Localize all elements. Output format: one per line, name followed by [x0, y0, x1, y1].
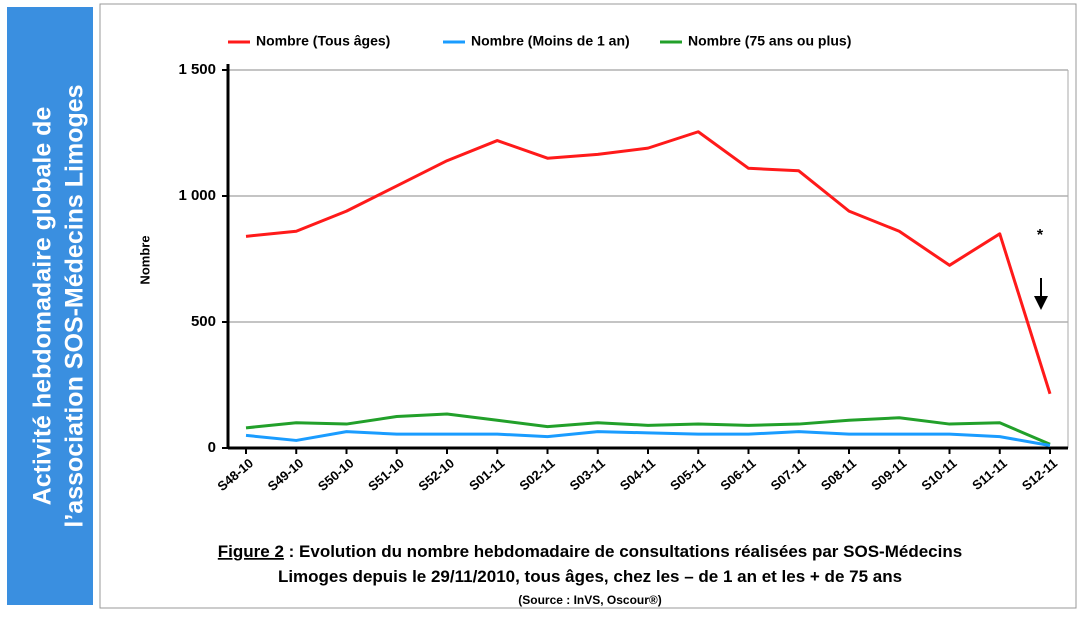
y-tick-label: 0	[208, 439, 216, 456]
x-tick-label: S52-10	[415, 455, 457, 493]
y-axis-label: Nombre	[137, 235, 152, 284]
x-tick-label: S06-11	[717, 455, 758, 493]
x-tick-label: S10-11	[918, 455, 959, 493]
caption-label: Figure 2	[218, 542, 284, 561]
legend-label: Nombre (Moins de 1 an)	[471, 33, 630, 49]
series-line	[245, 430, 1051, 447]
x-tick-label: S05-11	[667, 455, 708, 493]
y-tick-label: 1 500	[178, 61, 216, 78]
caption: Figure 2 : Evolution du nombre hebdomada…	[218, 542, 962, 561]
x-tick-label: S08-11	[818, 455, 859, 493]
x-tick-label: S07-11	[768, 455, 809, 493]
frame	[99, 3, 1077, 609]
arrow	[1034, 278, 1048, 310]
series-line	[245, 412, 1051, 446]
caption-line: : Evolution du nombre hebdomadaire de co…	[284, 542, 962, 561]
series-line	[245, 130, 1052, 395]
legend-label: Nombre (75 ans ou plus)	[688, 33, 851, 49]
x-tick-label: S12-11	[1019, 455, 1060, 493]
x-tick-label: S11-11	[969, 455, 1010, 493]
banner-border	[5, 5, 95, 607]
x-tick-label: S49-10	[265, 455, 307, 493]
caption-line: Limoges depuis le 29/11/2010, tous âges,…	[278, 567, 902, 586]
y-tick-label: 500	[191, 313, 216, 330]
annotation: *	[1037, 227, 1044, 244]
banner-text: l’association SOS-Médecins Limoges	[61, 84, 89, 527]
x-tick-label: S51-10	[365, 455, 407, 493]
x-tick-label: S48-10	[214, 455, 256, 493]
x-tick-label: S50-10	[315, 455, 357, 493]
legend-label: Nombre (Tous âges)	[256, 33, 390, 49]
y-tick-label: 1 000	[178, 187, 216, 204]
source: (Source : InVS, Oscour®)	[518, 593, 662, 607]
x-tick-label: S03-11	[567, 455, 608, 493]
banner-text: Activité hebdomadaire globale de	[29, 107, 57, 506]
x-tick-label: S04-11	[617, 455, 658, 493]
x-tick-label: S09-11	[868, 455, 909, 493]
x-tick-label: S02-11	[516, 455, 557, 493]
x-tick-label: S01-11	[466, 455, 507, 493]
banner	[2, 2, 98, 610]
